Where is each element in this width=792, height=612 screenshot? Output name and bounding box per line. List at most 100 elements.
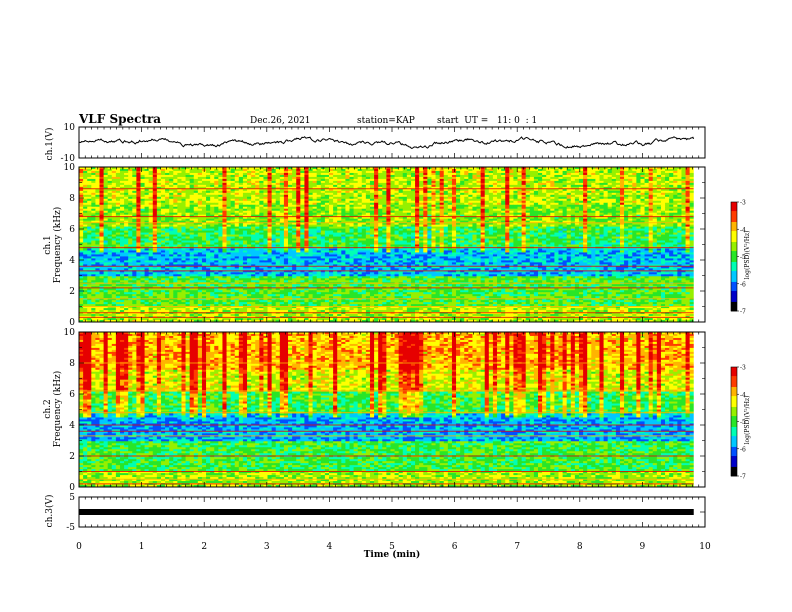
- spectrogram-cell: [546, 170, 551, 174]
- spectrogram-cell: [173, 210, 178, 214]
- spectrogram-cell: [406, 216, 412, 220]
- spectrogram-cell: [300, 216, 305, 220]
- spectrogram-cell: [107, 176, 113, 180]
- spectrogram-cell: [550, 200, 555, 204]
- spectrogram-cell: [538, 212, 543, 216]
- spectrogram-cell: [464, 210, 469, 214]
- spectrogram-cell: [509, 194, 514, 198]
- spectrogram-cell: [177, 182, 182, 186]
- spectrogram-cell: [562, 168, 568, 172]
- spectrogram-cell: [656, 184, 662, 188]
- spectrogram-cell: [636, 206, 641, 210]
- spectrogram-cell: [451, 174, 457, 178]
- spectrogram-cell: [263, 168, 268, 172]
- spectrogram-cell: [595, 214, 600, 218]
- spectrogram-cell: [472, 178, 477, 182]
- spectrogram-cell: [91, 180, 96, 184]
- spectrogram-cell: [296, 216, 301, 220]
- spectrogram-cell: [607, 190, 613, 194]
- spectrogram-cell: [415, 170, 420, 174]
- spectrogram-cell: [91, 196, 96, 200]
- spectrogram-cell: [669, 214, 674, 218]
- spectrogram-cell: [570, 170, 576, 174]
- spectrogram-cell: [468, 202, 473, 206]
- spectrogram-cell: [206, 176, 211, 180]
- spectrogram-cell: [480, 174, 486, 178]
- spectrogram-cell: [357, 204, 363, 208]
- spectrogram-cell: [300, 186, 305, 190]
- spectrogram-cell: [550, 176, 555, 180]
- spectrogram-cell: [378, 200, 383, 204]
- spectrogram-cell: [484, 196, 490, 200]
- spectrogram-cell: [259, 190, 264, 194]
- spectrogram-cell: [361, 206, 367, 210]
- spectrogram-cell: [369, 216, 375, 220]
- spectrogram-cell: [542, 214, 547, 218]
- spectrogram-cell: [566, 178, 572, 182]
- spectrogram-cell: [324, 192, 330, 196]
- spectrogram-cell: [132, 216, 137, 220]
- spectrogram-cell: [619, 184, 625, 188]
- spectrogram-cell: [328, 216, 334, 220]
- spectrogram-cell: [99, 174, 104, 178]
- spectrogram-cell: [222, 206, 227, 210]
- spectrogram-cell: [140, 167, 145, 170]
- spectrogram-cell: [484, 204, 490, 208]
- spectrogram-cell: [652, 206, 658, 210]
- spectrogram-cell: [124, 180, 129, 184]
- spectrogram-cell: [640, 184, 645, 188]
- spectrogram-cell: [324, 208, 330, 212]
- spectrogram-cell: [501, 204, 506, 208]
- spectrogram-cell: [292, 168, 297, 172]
- spectrogram-cell: [103, 214, 109, 218]
- spectrogram-cell: [517, 192, 523, 196]
- spectrogram-cell: [628, 194, 633, 198]
- spectrogram-cell: [431, 172, 436, 176]
- spectrogram-cell: [484, 214, 490, 218]
- spectrogram-cell: [460, 174, 465, 178]
- spectrogram-cell: [624, 180, 629, 184]
- spectrogram-cell: [288, 176, 293, 180]
- spectrogram-cell: [529, 168, 535, 172]
- spectrogram-cell: [136, 200, 141, 204]
- spectrogram-cell: [136, 206, 141, 210]
- spectrogram-cell: [673, 200, 678, 204]
- spectrogram-cell: [394, 216, 400, 220]
- spectrogram-cell: [398, 170, 404, 174]
- spectrogram-cell: [456, 194, 461, 198]
- spectrogram-cell: [431, 190, 436, 194]
- spectrogram-cell: [226, 188, 232, 192]
- spectrogram-cell: [230, 172, 236, 176]
- spectrogram-cell: [501, 186, 506, 190]
- spectrogram-cell: [595, 180, 600, 184]
- spectrogram-cell: [140, 208, 145, 212]
- spectrogram-cell: [353, 216, 359, 220]
- spectrogram-cell: [283, 202, 289, 206]
- spectrogram-cell: [501, 190, 506, 194]
- spectrogram-cell: [529, 176, 535, 180]
- spectrogram-cell: [230, 206, 236, 210]
- spectrogram-cell: [91, 174, 96, 178]
- spectrogram-cell: [689, 167, 695, 170]
- spectrogram-cell: [419, 200, 424, 204]
- spectrogram-cell: [443, 170, 449, 174]
- spectrogram-cell: [206, 212, 211, 216]
- spectrogram-cell: [624, 190, 629, 194]
- spectrogram-cell: [300, 174, 305, 178]
- spectrogram-cell: [283, 212, 289, 216]
- spectrogram-cell: [99, 206, 104, 210]
- spectrogram-cell: [206, 216, 211, 220]
- spectrogram-cell: [640, 192, 645, 196]
- spectrogram-cell: [538, 202, 543, 206]
- spectrogram-cell: [128, 212, 133, 216]
- spectrogram-cell: [156, 196, 162, 200]
- spectrogram-cell: [427, 172, 432, 176]
- spectrogram-cell: [538, 194, 543, 198]
- spectrogram-cell: [169, 167, 174, 170]
- spectrogram-cell: [160, 188, 166, 192]
- spectrogram-cell: [312, 206, 318, 210]
- spectrogram-cell: [583, 216, 588, 220]
- spectrogram-cell: [550, 206, 555, 210]
- spectrogram-cell: [292, 174, 297, 178]
- spectrogram-cell: [583, 198, 588, 202]
